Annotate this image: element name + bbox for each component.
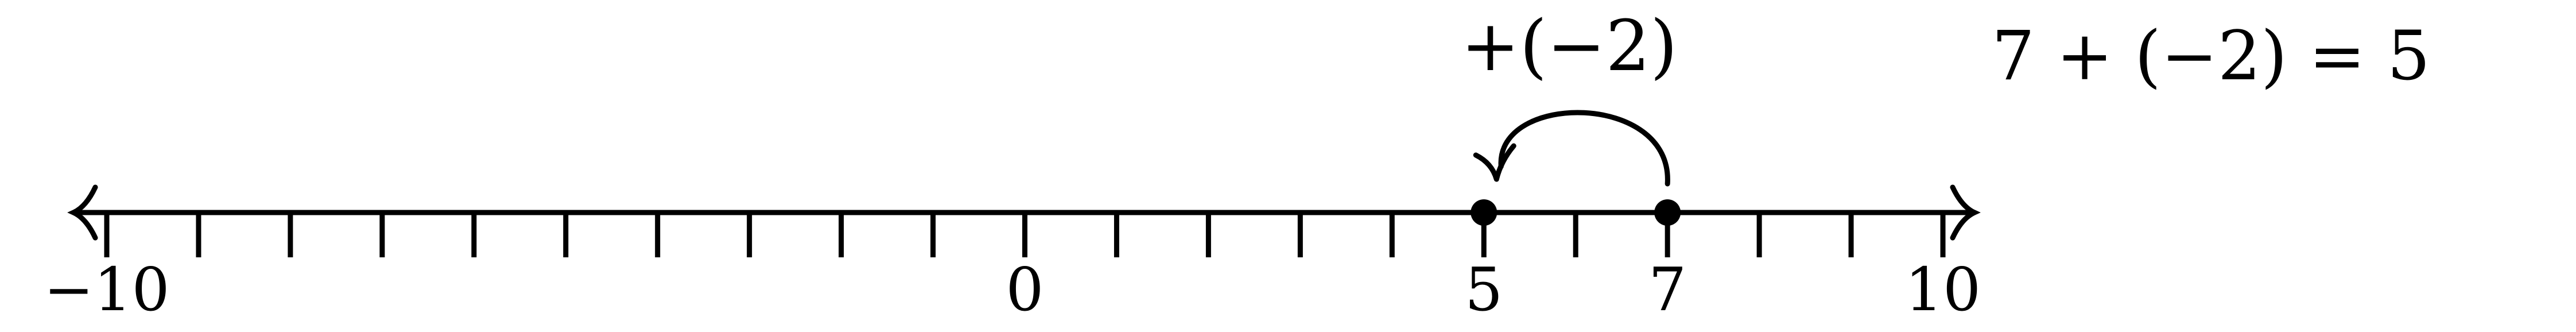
jump-arc-group <box>1473 110 1670 187</box>
jump-label: +(−2) <box>1461 5 1677 87</box>
tick-label: 7 <box>1648 254 1686 325</box>
number-point <box>1471 199 1498 226</box>
left-arrow-icon <box>67 184 98 241</box>
tick-labels: −10 0 5 7 10 <box>44 254 1981 325</box>
number-point <box>1654 199 1681 226</box>
jump-arc <box>1498 110 1670 187</box>
tick-label: 5 <box>1465 254 1503 325</box>
tick-label: 0 <box>1006 254 1043 325</box>
tick-label: −10 <box>44 254 169 325</box>
jump-arrowhead-icon <box>1473 143 1516 182</box>
equation: 7 + (−2) = 5 <box>1992 16 2430 95</box>
tick-label: 10 <box>1905 254 1981 325</box>
points <box>1471 199 1681 226</box>
right-arrow-icon <box>1950 184 1981 241</box>
tick-marks <box>104 211 1946 257</box>
